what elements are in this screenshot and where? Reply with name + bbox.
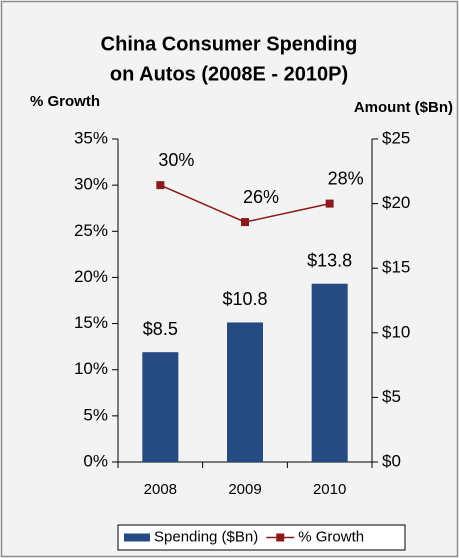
legend-label: Spending ($Bn) — [154, 528, 258, 545]
y-tick-label: 10% — [74, 359, 108, 378]
line-marker — [156, 181, 165, 190]
legend-swatch — [124, 533, 150, 542]
line-value-label: 26% — [243, 187, 279, 207]
y2-tick-label: $20 — [382, 193, 410, 212]
line-value-label: 28% — [328, 168, 364, 188]
legend-label: % Growth — [298, 528, 364, 545]
y-tick-label: 20% — [74, 267, 108, 286]
bar — [227, 322, 263, 462]
line-marker — [241, 218, 249, 227]
y2-tick-label: $5 — [382, 387, 401, 406]
bar — [142, 352, 179, 462]
legend-swatch — [276, 533, 285, 542]
y-tick-label: 5% — [83, 405, 108, 424]
bar — [311, 283, 348, 462]
y-tick-label: 15% — [74, 313, 108, 332]
y-tick-label: 30% — [74, 175, 108, 194]
y2-tick-label: $0 — [382, 451, 401, 470]
chart-title: on Autos (2008E - 2010P) — [110, 63, 348, 85]
line-marker — [325, 199, 334, 208]
y2-tick-label: $25 — [382, 128, 410, 147]
bar-value-label: $8.5 — [143, 319, 178, 339]
y2-tick-label: $15 — [382, 258, 410, 277]
bar-value-label: $13.8 — [307, 250, 352, 270]
y-tick-label: 35% — [74, 128, 108, 147]
line-value-label: 30% — [158, 150, 194, 170]
y-tick-label: 25% — [74, 221, 108, 240]
bar-value-label: $10.8 — [222, 289, 267, 309]
y-axis-label: % Growth — [30, 93, 100, 110]
x-tick-label: 2008 — [144, 481, 177, 498]
y2-axis-label: Amount ($Bn) — [354, 99, 453, 116]
x-tick-label: 2010 — [313, 481, 346, 498]
y-tick-label: 0% — [83, 451, 108, 470]
legend-box — [117, 524, 406, 551]
x-tick-label: 2009 — [228, 481, 261, 498]
y2-tick-label: $10 — [382, 322, 410, 341]
chart-title: China Consumer Spending — [101, 33, 358, 55]
